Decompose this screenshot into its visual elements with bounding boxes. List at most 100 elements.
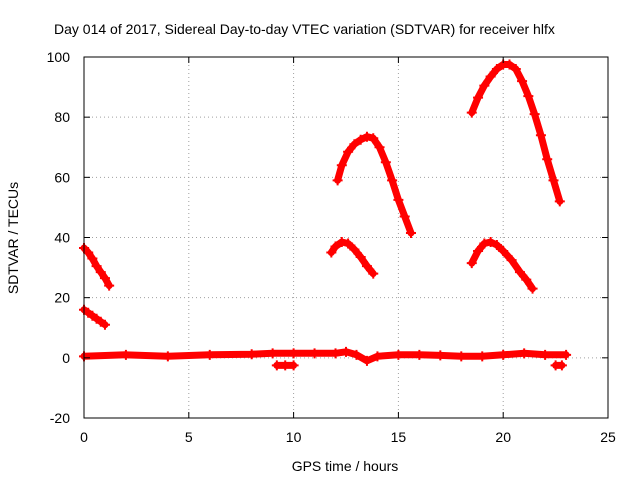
data-point — [330, 241, 341, 252]
data-point — [271, 360, 282, 371]
data-point — [554, 196, 565, 207]
data-point — [473, 246, 484, 257]
x-tick-label: 25 — [600, 429, 616, 445]
data-point — [548, 175, 559, 186]
data-point — [349, 139, 360, 150]
data-point — [267, 348, 278, 359]
x-tick-labels: 0 5 10 15 20 25 — [80, 429, 616, 445]
x-tick-label: 5 — [185, 429, 193, 445]
data-point — [288, 360, 299, 371]
data-point — [540, 349, 551, 360]
data-point — [91, 261, 102, 272]
y-tick-label: 0 — [62, 350, 70, 366]
y-axis-title: SDTVAR / TECUs — [5, 182, 21, 294]
data-point — [466, 107, 477, 118]
data-point — [510, 64, 521, 75]
data-point — [374, 142, 385, 153]
data-point — [477, 351, 488, 362]
series-band — [468, 238, 536, 293]
data-point — [336, 237, 347, 248]
y-tick-label: 40 — [54, 230, 70, 246]
data-point — [368, 268, 379, 279]
data-series — [79, 243, 115, 291]
data-point — [246, 349, 257, 360]
data-point — [361, 261, 372, 272]
data-point — [504, 59, 515, 70]
data-point — [479, 238, 490, 249]
data-point — [368, 133, 379, 144]
data-series — [332, 131, 416, 238]
data-point — [491, 64, 502, 75]
data-point — [498, 349, 509, 360]
x-tick-label: 10 — [286, 429, 302, 445]
data-point — [99, 319, 110, 330]
data-point — [343, 146, 354, 157]
data-point — [491, 240, 502, 251]
data-point — [355, 252, 366, 263]
data-point — [280, 360, 291, 371]
data-point — [414, 349, 425, 360]
data-point — [355, 134, 366, 145]
data-point — [506, 255, 517, 266]
data-point — [466, 258, 477, 269]
data-point — [104, 280, 115, 291]
data-point — [405, 227, 416, 238]
data-point — [521, 274, 532, 285]
data-point — [380, 157, 391, 168]
data-point — [349, 244, 360, 255]
data-point — [542, 154, 553, 165]
y-tick-label: -20 — [50, 410, 70, 426]
tick-marks — [83, 56, 609, 419]
data-point — [341, 346, 351, 357]
data-point — [99, 273, 110, 284]
data-point — [95, 267, 106, 278]
data-point — [523, 91, 534, 102]
series-band — [80, 348, 570, 365]
data-point — [517, 76, 528, 87]
data-series — [79, 346, 572, 366]
data-series — [326, 237, 379, 279]
data-point — [336, 160, 347, 171]
y-tick-label: 100 — [47, 49, 71, 65]
data-point — [456, 351, 467, 362]
x-tick-label: 20 — [495, 429, 511, 445]
data-point — [529, 109, 540, 120]
data-point — [361, 355, 372, 366]
y-tick-label: 80 — [54, 109, 70, 125]
data-point — [399, 211, 410, 222]
y-tick-label: 20 — [54, 290, 70, 306]
data-point — [387, 175, 398, 186]
data-point — [83, 247, 94, 258]
data-point — [351, 349, 362, 360]
data-point — [556, 360, 567, 371]
data-point — [330, 348, 341, 359]
chart-title: Day 014 of 2017, Sidereal Day-to-day VTE… — [54, 21, 555, 37]
data-series — [466, 237, 538, 294]
data-point — [162, 351, 173, 362]
x-tick-label: 15 — [391, 429, 407, 445]
data-point — [204, 349, 215, 360]
data-point — [527, 283, 538, 294]
data-point — [326, 247, 337, 258]
data-point — [485, 71, 496, 82]
data-point — [479, 80, 490, 91]
data-point — [514, 267, 525, 278]
data-series — [271, 360, 299, 371]
data-point — [372, 351, 383, 362]
data-point — [332, 175, 343, 186]
data-point — [288, 348, 299, 359]
data-point — [498, 246, 509, 257]
data-point — [473, 92, 484, 103]
data-point — [87, 253, 98, 264]
data-point — [343, 238, 354, 249]
y-tick-label: 60 — [54, 169, 70, 185]
data-point — [485, 237, 496, 248]
data-point — [393, 194, 404, 205]
data-point — [120, 349, 131, 360]
data-point — [561, 349, 572, 360]
x-axis-title: GPS time / hours — [292, 458, 399, 474]
x-tick-label: 0 — [80, 429, 88, 445]
data-point — [519, 348, 530, 359]
